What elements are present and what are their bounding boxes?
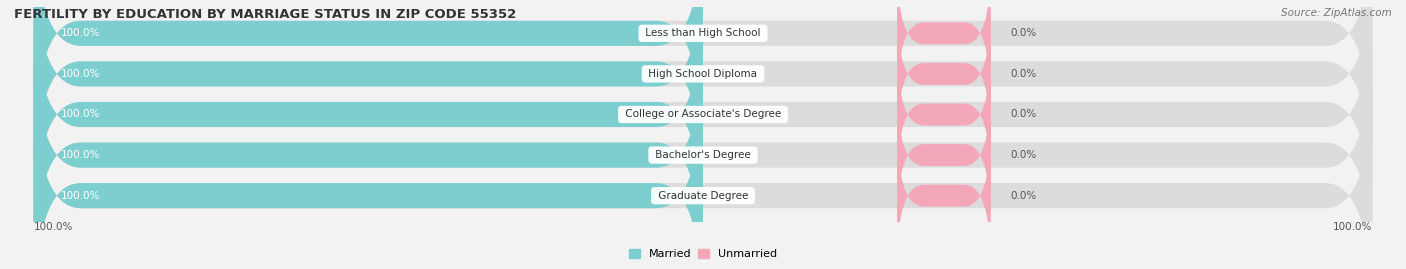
Text: 0.0%: 0.0% xyxy=(1011,69,1038,79)
Text: Bachelor's Degree: Bachelor's Degree xyxy=(652,150,754,160)
Text: 100.0%: 100.0% xyxy=(60,69,100,79)
Text: 0.0%: 0.0% xyxy=(1011,150,1038,160)
FancyBboxPatch shape xyxy=(897,125,991,266)
FancyBboxPatch shape xyxy=(34,0,703,244)
Text: College or Associate's Degree: College or Associate's Degree xyxy=(621,109,785,119)
Text: 0.0%: 0.0% xyxy=(1011,28,1038,38)
Text: Source: ZipAtlas.com: Source: ZipAtlas.com xyxy=(1281,8,1392,18)
Text: 100.0%: 100.0% xyxy=(1333,222,1372,232)
Text: 100.0%: 100.0% xyxy=(60,150,100,160)
Text: Graduate Degree: Graduate Degree xyxy=(655,191,751,201)
FancyBboxPatch shape xyxy=(34,0,1372,244)
FancyBboxPatch shape xyxy=(897,44,991,185)
FancyBboxPatch shape xyxy=(34,0,703,203)
FancyBboxPatch shape xyxy=(34,66,703,269)
FancyBboxPatch shape xyxy=(34,0,703,163)
Text: FERTILITY BY EDUCATION BY MARRIAGE STATUS IN ZIP CODE 55352: FERTILITY BY EDUCATION BY MARRIAGE STATU… xyxy=(14,8,516,21)
Text: Less than High School: Less than High School xyxy=(643,28,763,38)
FancyBboxPatch shape xyxy=(34,0,1372,163)
Text: 100.0%: 100.0% xyxy=(34,222,73,232)
Text: 0.0%: 0.0% xyxy=(1011,191,1038,201)
Text: 100.0%: 100.0% xyxy=(60,191,100,201)
Text: 0.0%: 0.0% xyxy=(1011,109,1038,119)
FancyBboxPatch shape xyxy=(34,26,703,269)
Text: High School Diploma: High School Diploma xyxy=(645,69,761,79)
FancyBboxPatch shape xyxy=(34,0,1372,203)
FancyBboxPatch shape xyxy=(34,26,1372,269)
Text: 100.0%: 100.0% xyxy=(60,28,100,38)
FancyBboxPatch shape xyxy=(897,4,991,144)
FancyBboxPatch shape xyxy=(897,85,991,225)
Text: 100.0%: 100.0% xyxy=(60,109,100,119)
FancyBboxPatch shape xyxy=(34,66,1372,269)
FancyBboxPatch shape xyxy=(897,0,991,104)
Legend: Married, Unmarried: Married, Unmarried xyxy=(624,245,782,264)
